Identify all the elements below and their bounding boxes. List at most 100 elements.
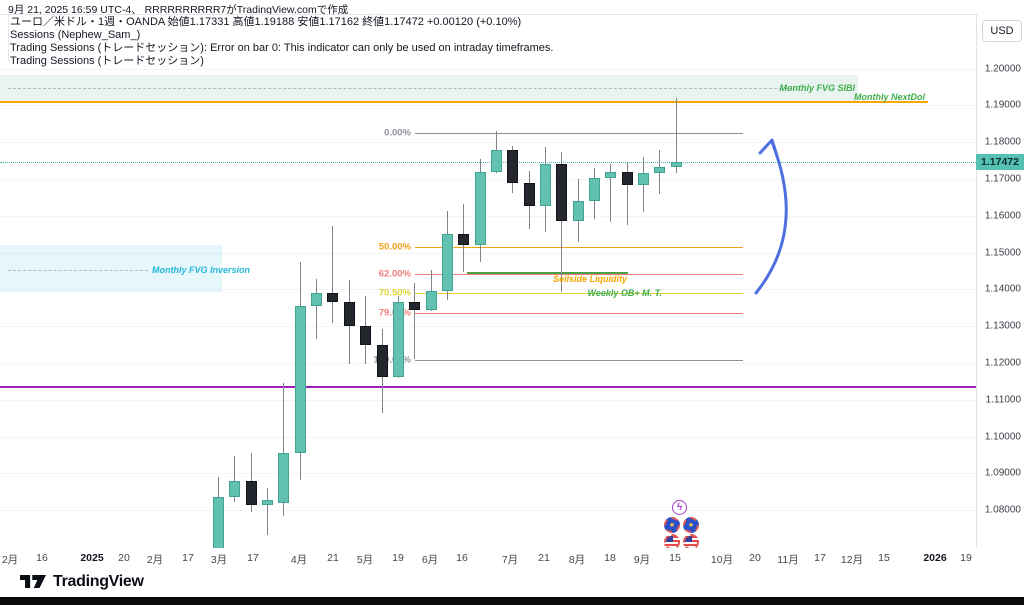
time-axis-label: 16 <box>36 552 48 564</box>
monthly-fvg-inversion-band <box>0 245 222 292</box>
tradingview-logo-text: TradingView <box>53 572 144 590</box>
price-gridline <box>0 326 976 327</box>
time-axis-label: 5月 <box>356 554 374 566</box>
candle-body-bull <box>295 306 306 453</box>
time-axis-label: 20 <box>118 552 130 564</box>
fib-level-line-0.00% <box>415 133 743 134</box>
candle-wick <box>610 164 611 222</box>
fib-level-label: 50.00% <box>378 241 411 253</box>
price-axis-label: 1.08000 <box>984 504 1021 516</box>
price-axis-label: 1.19000 <box>984 99 1021 111</box>
indicator-row-trading-sessions[interactable]: Trading Sessions (トレードセッション) <box>10 54 204 67</box>
price-gridline <box>0 473 976 474</box>
candle-body-bull <box>262 500 273 505</box>
time-axis-label: 17 <box>814 552 826 564</box>
fib-level-label: 0.00% <box>384 127 411 139</box>
time-axis-label: 6月 <box>421 554 439 566</box>
candle-body-bull <box>638 173 649 185</box>
candle-wick <box>414 283 415 359</box>
fib-level-line-79.00% <box>415 313 743 314</box>
price-axis-label: 1.18000 <box>984 136 1021 148</box>
fib-level-label: 70.50% <box>378 287 411 299</box>
candle-wick <box>332 226 333 323</box>
time-axis-label: 16 <box>456 552 468 564</box>
candle-body-bull <box>311 293 322 306</box>
candle-body-bear <box>524 183 535 206</box>
monthly-fvg-sibi-band-midline <box>8 88 792 89</box>
price-gridline <box>0 510 976 511</box>
candle-body-bull <box>442 234 453 291</box>
price-axis-label: 1.16000 <box>984 210 1021 222</box>
price-axis-label: 1.17000 <box>984 173 1021 185</box>
candle-body-bull <box>278 453 289 503</box>
symbol-ohlc-row[interactable]: ユーロ／米ドル・1週・OANDA 始値1.17331 高値1.19188 安値1… <box>10 16 522 28</box>
fib-level-line-50.00% <box>415 247 743 248</box>
eu-flag-event-icon[interactable]: ★ <box>683 517 699 533</box>
chart-plot-area[interactable]: 0.00%50.00%62.00%70.50%79.00%100.00%Mont… <box>0 14 976 548</box>
price-gridline <box>0 363 976 364</box>
price-axis-label: 1.13000 <box>984 320 1021 332</box>
price-gridline <box>0 105 976 106</box>
tradingview-logo[interactable]: TradingView <box>20 573 144 591</box>
candle-body-bear <box>327 293 338 302</box>
price-gridline <box>0 142 976 143</box>
legend-left-border <box>8 15 9 62</box>
price-gridline <box>0 69 976 70</box>
volatility-event-icon[interactable]: ϟ <box>672 500 687 515</box>
price-axis[interactable]: 1.20000 1.19000 1.18000 1.17000 1.16000 1.150… <box>976 14 1024 566</box>
price-axis-label: 1.15000 <box>984 247 1021 259</box>
eu-flag-event-icon[interactable]: ★ <box>664 517 680 533</box>
time-axis[interactable]: 2月 16 2025 20 2月 17 3月 17 4月 21 5月 19 6月 16 7月 21 8月 18 9月… <box>0 548 1024 567</box>
candle-body-bear <box>556 164 567 221</box>
time-axis-label: 21 <box>538 552 550 564</box>
candle-body-bull <box>475 172 486 245</box>
candle-body-bear <box>344 302 355 326</box>
candle-body-bull <box>654 167 665 173</box>
bottom-black-strip <box>0 597 1024 605</box>
purple-level-line <box>0 386 976 388</box>
fib-level-line-70.50% <box>415 293 743 294</box>
candle-body-bull <box>426 291 437 310</box>
chart-legend: ユーロ／米ドル・1週・OANDA 始値1.17331 高値1.19188 安値1… <box>10 16 553 68</box>
candle-body-bull <box>605 172 616 178</box>
price-axis-label: 1.12000 <box>984 357 1021 369</box>
candle-body-bull <box>213 497 224 548</box>
time-axis-label: 2月 <box>146 554 164 566</box>
fib-level-label: 62.00% <box>378 268 411 280</box>
time-axis-label: 19 <box>960 552 972 564</box>
tradingview-logo-mark <box>20 575 46 588</box>
time-axis-label: 2月 <box>1 554 19 566</box>
annotation-label: Monthly FVG Inversion <box>152 265 251 275</box>
time-axis-label: 2025 <box>80 552 104 564</box>
candle-wick <box>627 163 628 225</box>
candle-body-bull <box>393 302 404 377</box>
time-axis-label: 9月 <box>633 554 651 566</box>
price-gridline <box>0 400 976 401</box>
candle-wick <box>234 456 235 502</box>
candle-body-bull <box>671 162 682 167</box>
candle-body-bear <box>409 302 420 310</box>
time-axis-label: 15 <box>669 552 681 564</box>
candle-body-bear <box>458 234 469 245</box>
time-axis-label: 10月 <box>710 554 734 566</box>
candle-wick <box>561 152 562 292</box>
indicator-row-sessions[interactable]: Sessions (Nephew_Sam_) <box>10 28 141 41</box>
price-axis-label: 1.20000 <box>984 63 1021 75</box>
time-axis-label: 3月 <box>210 554 228 566</box>
candle-body-bear <box>246 481 257 505</box>
price-gridline <box>0 253 976 254</box>
time-axis-label: 11月 <box>777 554 799 566</box>
pane-top-border <box>0 14 1024 15</box>
currency-toggle-button[interactable]: USD <box>982 20 1022 42</box>
time-axis-label: 19 <box>392 552 404 564</box>
time-axis-label: 4月 <box>290 554 308 566</box>
price-gridline <box>0 289 976 290</box>
indicator-row-trading-sessions-error[interactable]: Trading Sessions (トレードセッション): Error on b… <box>10 41 554 54</box>
candle-wick <box>283 383 284 516</box>
candle-wick <box>316 279 317 339</box>
last-price-line <box>0 162 976 163</box>
time-axis-label: 7月 <box>501 554 519 566</box>
price-gridline <box>0 179 976 180</box>
price-gridline <box>0 437 976 438</box>
candle-body-bull <box>229 481 240 497</box>
